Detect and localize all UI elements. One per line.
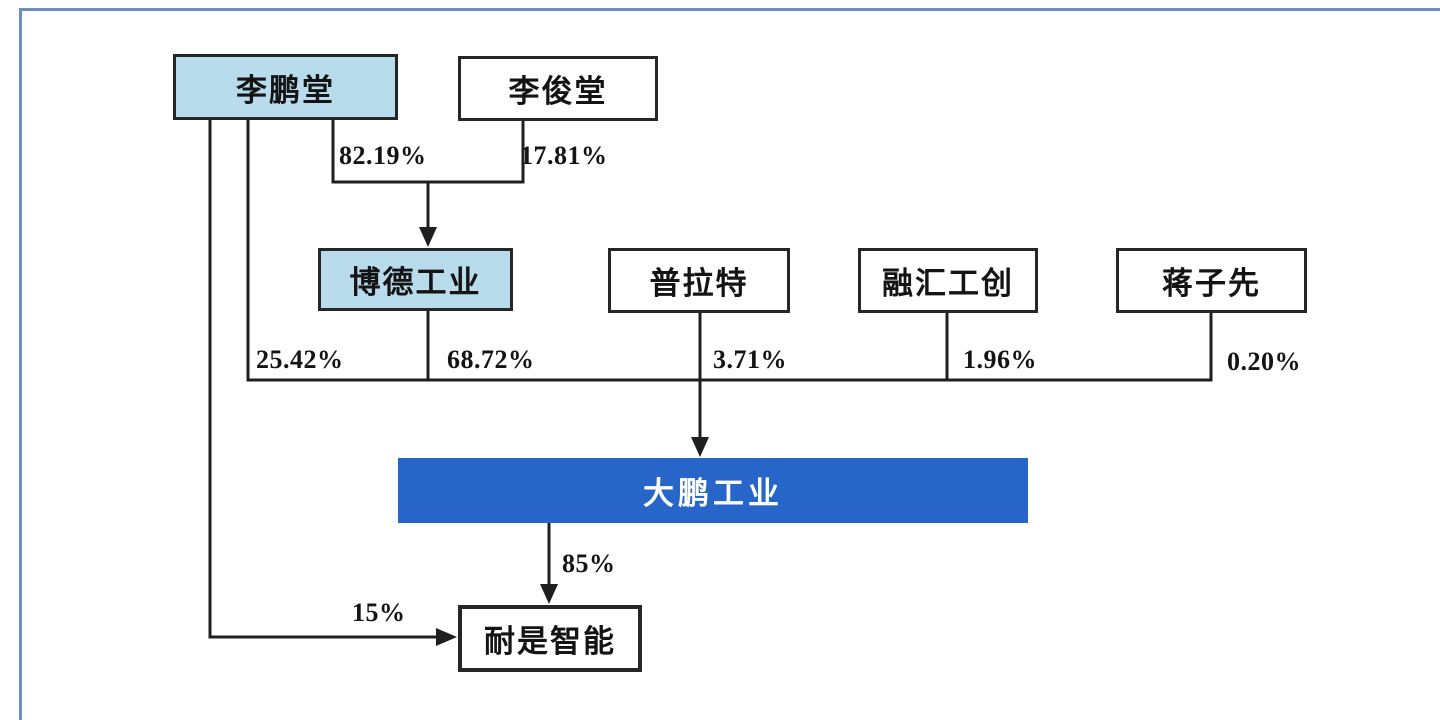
arrowhead-into-bode [419, 227, 437, 247]
node-ronghui-gongchuang-label: 融汇工创 [882, 266, 1014, 301]
pct-lipengtang-bode: 82.19% [339, 141, 427, 170]
pct-dapeng-naishi: 85% [562, 549, 616, 578]
pct-ronghui-dapeng: 1.96% [963, 345, 1037, 374]
node-dapeng-industry-label: 大鹏工业 [643, 476, 783, 511]
node-jiangzixian-label: 蒋子先 [1162, 266, 1261, 301]
arrowhead-into-dapeng [691, 437, 709, 457]
pct-lipengtang-naishi: 15% [352, 598, 406, 627]
node-lipengtang-label: 李鹏堂 [236, 72, 335, 108]
pct-lipengtang-dapeng: 25.42% [256, 345, 344, 374]
node-ronghui-gongchuang: 融汇工创 [858, 248, 1038, 313]
node-naishi-intelligent-label: 耐是智能 [484, 624, 616, 659]
page-frame [19, 8, 1440, 720]
arrowhead-into-naishi-left [436, 628, 457, 646]
node-bode-industry-label: 博德工业 [349, 265, 482, 300]
pct-bode-dapeng: 68.72% [447, 345, 535, 374]
node-bode-industry: 博德工业 [318, 248, 513, 311]
pct-jiangzixian-dapeng: 0.20% [1227, 347, 1301, 376]
node-pulate-label: 普拉特 [649, 266, 749, 301]
node-lijuntang: 李俊堂 [458, 56, 658, 121]
pct-pulate-dapeng: 3.71% [713, 345, 787, 374]
node-dapeng-industry: 大鹏工业 [398, 458, 1028, 523]
pct-lijuntang-bode: 17.81% [520, 141, 608, 170]
node-lijuntang-label: 李俊堂 [508, 74, 608, 109]
arrowhead-into-naishi-top [540, 584, 558, 604]
node-naishi-intelligent: 耐是智能 [458, 605, 642, 672]
node-pulate: 普拉特 [608, 248, 790, 313]
node-lipengtang: 李鹏堂 [173, 54, 398, 120]
node-jiangzixian: 蒋子先 [1116, 248, 1307, 313]
